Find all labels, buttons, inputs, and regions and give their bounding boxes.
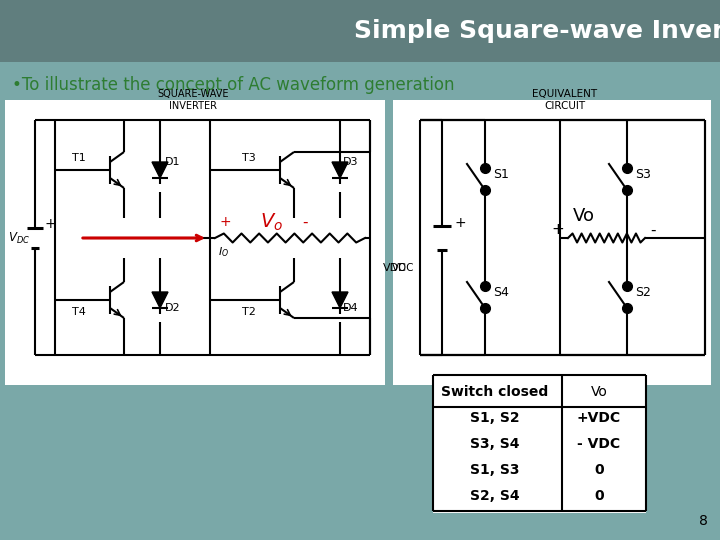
Text: T2: T2 (242, 307, 256, 317)
Text: +: + (454, 216, 466, 230)
Text: $\mathbf{\mathit{V_o}}$: $\mathbf{\mathit{V_o}}$ (261, 211, 284, 233)
Text: 8: 8 (699, 514, 708, 528)
Polygon shape (332, 162, 348, 178)
Polygon shape (332, 292, 348, 308)
Text: +: + (45, 217, 57, 231)
Text: 0: 0 (594, 463, 604, 477)
Text: VDC: VDC (392, 263, 414, 273)
Text: T4: T4 (72, 307, 86, 317)
Text: D4: D4 (343, 303, 359, 313)
Text: S2, S4: S2, S4 (470, 489, 520, 503)
Text: $I_O$: $I_O$ (218, 245, 229, 259)
Bar (393, 100, 711, 385)
Text: +VDC: +VDC (577, 411, 621, 425)
Text: VDC: VDC (383, 263, 407, 273)
Text: 0: 0 (594, 489, 604, 503)
Text: D1: D1 (165, 157, 181, 167)
Text: S1, S3: S1, S3 (470, 463, 520, 477)
Text: SQUARE-WAVE
INVERTER: SQUARE-WAVE INVERTER (157, 89, 229, 111)
Text: Vo: Vo (590, 385, 608, 399)
Text: EQUIVALENT
CIRCUIT: EQUIVALENT CIRCUIT (532, 89, 598, 111)
Text: Vo: Vo (573, 207, 595, 225)
Text: D2: D2 (165, 303, 181, 313)
Text: S2: S2 (635, 286, 651, 299)
Bar (5, 100, 385, 385)
Text: T3: T3 (242, 153, 256, 163)
Text: S4: S4 (493, 286, 509, 299)
Text: -: - (302, 214, 307, 230)
Text: +: + (219, 215, 231, 229)
Text: •To illustrate the concept of AC waveform generation: •To illustrate the concept of AC wavefor… (12, 76, 454, 94)
Text: +: + (552, 222, 564, 238)
Text: $V_{DC}$: $V_{DC}$ (8, 231, 30, 246)
Polygon shape (152, 292, 168, 308)
Text: T1: T1 (72, 153, 86, 163)
Text: - VDC: - VDC (577, 437, 621, 451)
Bar (433, 373, 646, 513)
Text: Switch closed: Switch closed (441, 385, 549, 399)
Polygon shape (152, 162, 168, 178)
Text: Simple Square-wave Inverter: Simple Square-wave Inverter (354, 19, 720, 43)
Text: D3: D3 (343, 157, 359, 167)
Text: S3, S4: S3, S4 (470, 437, 520, 451)
Text: S3: S3 (635, 167, 651, 180)
Text: S1, S2: S1, S2 (470, 411, 520, 425)
FancyBboxPatch shape (0, 0, 720, 62)
Text: S1: S1 (493, 167, 509, 180)
Text: -: - (650, 222, 656, 238)
